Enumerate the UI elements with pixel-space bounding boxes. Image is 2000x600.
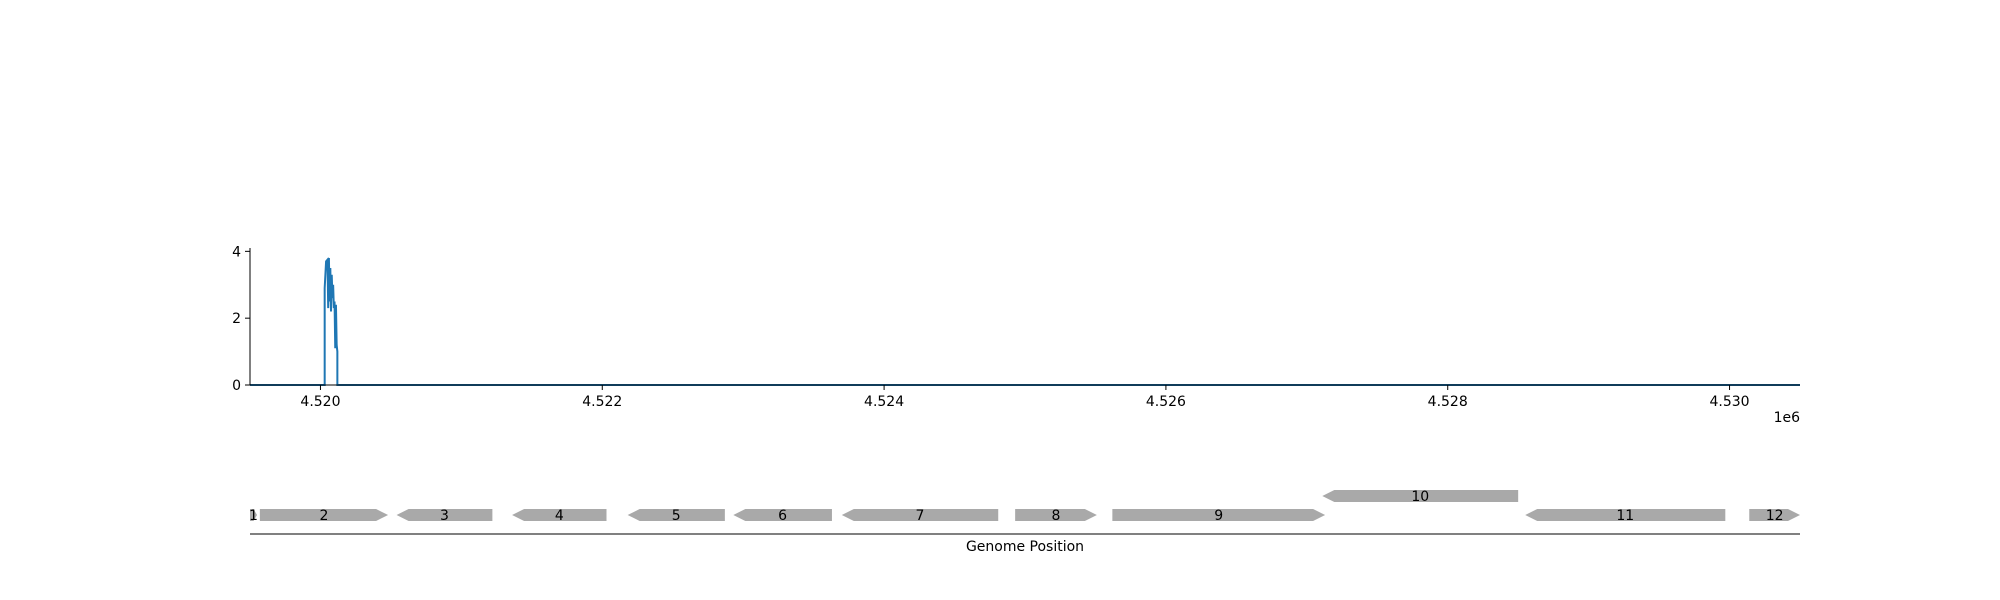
gene-label: 7 xyxy=(916,508,925,524)
gene-label: 3 xyxy=(440,508,449,524)
gene-arrow xyxy=(1015,509,1097,521)
gene-track-xlabel: Genome Position xyxy=(966,539,1084,555)
gene-label: 10 xyxy=(1411,489,1429,505)
gene-arrow xyxy=(733,509,832,521)
y-tick-label: 0 xyxy=(232,378,241,394)
gene-arrow xyxy=(627,509,725,521)
gene-label: 12 xyxy=(1766,508,1784,524)
gene-label: 2 xyxy=(320,508,329,524)
gene-label: 6 xyxy=(778,508,787,524)
gene-label: 8 xyxy=(1052,508,1061,524)
x-ticks: 4.520 4.522 4.524 4.526 4.528 4.530 xyxy=(300,385,1750,410)
coverage-panel: 4.520 4.522 4.524 4.526 4.528 4.530 0 2 4 1e6 xyxy=(232,244,1800,426)
gene-label: 5 xyxy=(672,508,681,524)
x-tick-label: 4.526 xyxy=(1146,394,1186,410)
y-tick-label: 2 xyxy=(232,311,241,327)
gene-label: 11 xyxy=(1616,508,1634,524)
gene-arrow xyxy=(259,509,389,521)
y-ticks: 0 2 4 xyxy=(232,244,250,394)
y-tick-label: 4 xyxy=(232,244,241,260)
coverage-series-line xyxy=(250,257,1800,386)
gene-label: 9 xyxy=(1214,508,1223,524)
gene-arrow xyxy=(1525,509,1726,521)
gene-arrow xyxy=(1112,509,1326,521)
x-tick-label: 4.524 xyxy=(864,394,904,410)
x-tick-label: 4.520 xyxy=(300,394,340,410)
x-tick-label: 4.528 xyxy=(1428,394,1468,410)
x-tick-label: 4.522 xyxy=(582,394,622,410)
gene-arrow xyxy=(250,509,258,521)
gene-label: 1 xyxy=(249,508,258,524)
gene-arrow xyxy=(841,509,999,521)
x-offset-label: 1e6 xyxy=(1774,410,1801,426)
gene-arrow xyxy=(512,509,607,521)
x-tick-label: 4.530 xyxy=(1709,394,1749,410)
gene-arrow xyxy=(1749,509,1800,521)
gene-label: 4 xyxy=(555,508,564,524)
coverage-line-layer xyxy=(250,257,1800,386)
gene-arrow xyxy=(396,509,493,521)
gene-arrow xyxy=(1322,490,1519,502)
